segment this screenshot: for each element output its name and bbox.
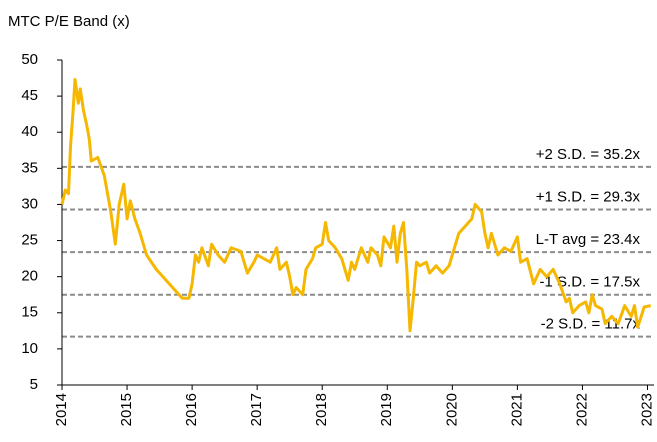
x-tick-label: 2015 <box>118 393 135 426</box>
y-tick-label: 45 <box>21 87 38 104</box>
x-tick-label: 2014 <box>53 393 70 426</box>
band-label: +1 S.D. = 29.3x <box>536 188 641 205</box>
y-tick-label: 25 <box>21 232 38 249</box>
y-tick-label: 5 <box>30 376 38 393</box>
y-tick-label: 40 <box>21 123 38 140</box>
y-tick-label: 15 <box>21 304 38 321</box>
x-tick-label: 2020 <box>443 393 460 426</box>
y-tick-label: 20 <box>21 268 38 285</box>
x-tick-label: 2022 <box>573 393 590 426</box>
x-tick-label: 2021 <box>508 393 525 426</box>
band-label: -1 S.D. = 17.5x <box>540 274 641 291</box>
band-label: L-T avg = 23.4x <box>536 231 641 248</box>
x-tick-label: 2023 <box>638 393 655 426</box>
y-tick-label: 10 <box>21 340 38 357</box>
x-tick-label: 2016 <box>183 393 200 426</box>
chart-title: MTC P/E Band (x) <box>8 13 130 30</box>
band-label: -2 S.D. = 11.7x <box>541 316 641 333</box>
y-tick-label: 50 <box>21 51 38 68</box>
x-tick-label: 2017 <box>248 393 265 426</box>
x-tick-label: 2018 <box>313 393 330 426</box>
series-line <box>60 78 652 333</box>
band-label: +2 S.D. = 35.2x <box>536 146 641 163</box>
x-tick-label: 2019 <box>378 393 395 426</box>
y-tick-label: 35 <box>21 159 38 176</box>
y-tick-label: 30 <box>21 195 38 212</box>
